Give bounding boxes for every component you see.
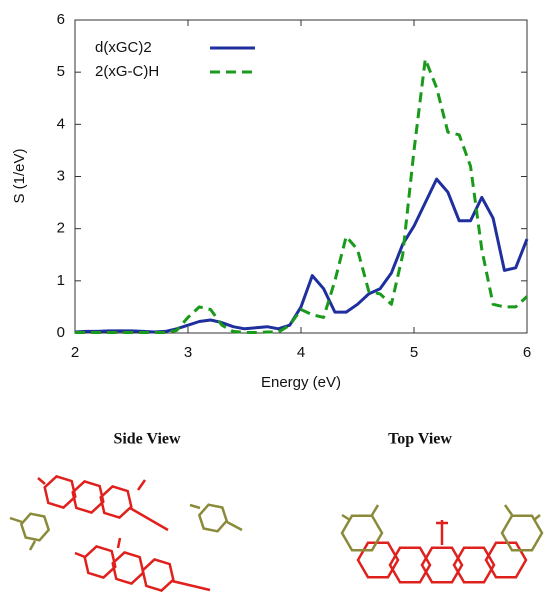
molecule-bond <box>138 480 145 490</box>
molecule-bond <box>10 518 22 522</box>
side-view-label: Side View <box>113 431 181 448</box>
molecule-ring <box>21 514 48 541</box>
molecule-ring <box>113 552 144 583</box>
x-tick-label: 4 <box>297 344 305 361</box>
molecule-ring <box>45 476 76 507</box>
y-tick-label: 5 <box>57 63 65 80</box>
series-line <box>75 59 527 332</box>
y-tick-label: 4 <box>57 115 65 132</box>
molecule-ring <box>502 516 542 551</box>
y-tick-label: 0 <box>57 324 65 341</box>
figure: Energy (eV) S (1/eV) Side View Top View … <box>0 0 546 594</box>
molecule-ring <box>101 486 132 517</box>
y-axis-label: S (1/eV) <box>11 148 28 203</box>
molecule-ring <box>73 481 104 512</box>
molecule-bond <box>227 522 242 530</box>
y-tick-label: 1 <box>57 272 65 289</box>
molecule-bond <box>118 538 120 548</box>
legend-label: d(xGC)2 <box>95 39 152 56</box>
molecule-ring <box>199 505 226 532</box>
x-tick-label: 3 <box>184 344 192 361</box>
molecule-bond <box>30 541 35 550</box>
molecule-ring <box>342 516 382 551</box>
molecule-ring <box>143 559 174 590</box>
molecule-bond <box>372 505 378 515</box>
molecule-bond <box>75 553 85 557</box>
molecule-bond <box>534 515 540 520</box>
y-tick-label: 6 <box>57 11 65 28</box>
molecule-ring <box>85 546 116 577</box>
legend-label: 2(xG-C)H <box>95 63 159 80</box>
molecule-bond <box>505 505 512 515</box>
x-tick-label: 2 <box>71 344 79 361</box>
y-tick-label: 3 <box>57 167 65 184</box>
molecule-bond <box>172 581 210 590</box>
x-tick-label: 6 <box>523 344 531 361</box>
y-tick-label: 2 <box>57 220 65 237</box>
x-axis-label: Energy (eV) <box>261 374 341 391</box>
molecule-bond <box>342 515 350 520</box>
x-tick-label: 5 <box>410 344 418 361</box>
molecule-ring <box>422 548 462 583</box>
molecule-bond <box>190 505 200 508</box>
top-view-label: Top View <box>388 431 452 448</box>
molecule-bond <box>130 508 168 530</box>
molecule-bond <box>38 478 45 484</box>
